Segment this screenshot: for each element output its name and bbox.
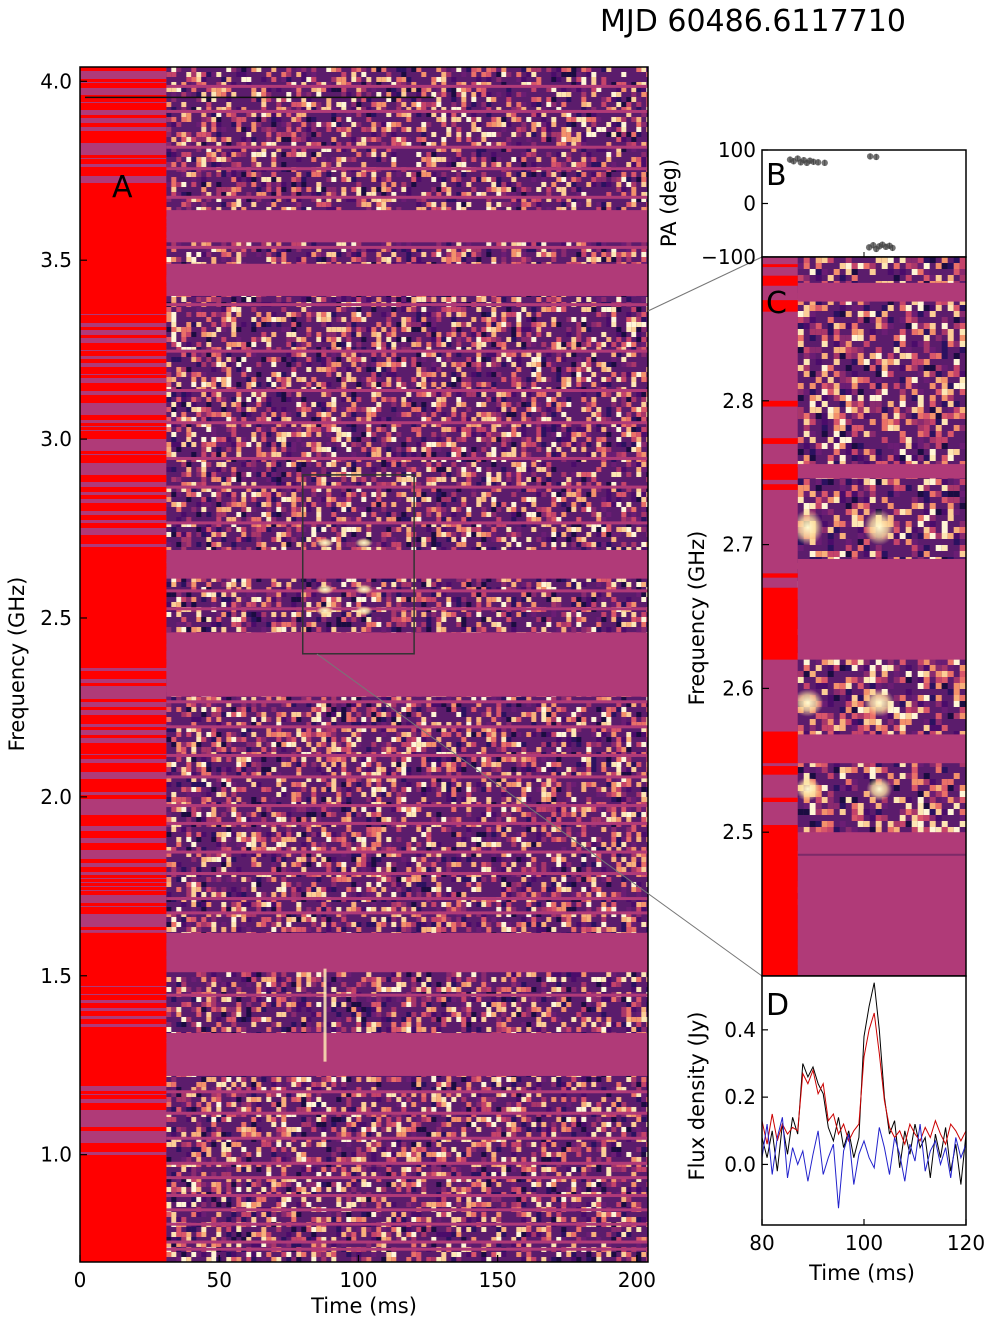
panel-b: 100 0 −100 B PA (deg) bbox=[657, 138, 967, 269]
panel-a-xtick: 150 bbox=[479, 1268, 517, 1292]
panel-a-ytick: 3.5 bbox=[40, 248, 72, 272]
panel-a-xtick: 100 bbox=[339, 1268, 377, 1292]
panel-d-axes: 0.0 0.2 0.4 80 100 120 bbox=[724, 1018, 985, 1255]
panel-a-ylabel: Frequency (GHz) bbox=[5, 577, 29, 752]
panel-a-ytick: 3.0 bbox=[40, 427, 72, 451]
panel-a-ytick: 2.0 bbox=[40, 785, 72, 809]
panel-a-label: A bbox=[112, 170, 133, 205]
masked-band bbox=[166, 263, 648, 296]
rfi-spike bbox=[323, 968, 327, 1062]
panel-a-ytick: 1.5 bbox=[40, 964, 72, 988]
pa-point bbox=[889, 244, 896, 252]
panel-d-xtick: 80 bbox=[749, 1231, 774, 1255]
zoom-burst-1 bbox=[866, 777, 893, 802]
panel-c-spectrogram bbox=[762, 257, 966, 976]
panel-b-ytick: 0 bbox=[743, 192, 756, 216]
zoom-connector-bottom bbox=[316, 653, 763, 977]
panel-d-ytick: 0.4 bbox=[724, 1018, 756, 1042]
burst-0 bbox=[316, 605, 335, 616]
zoom-burst-0 bbox=[792, 688, 824, 717]
panel-b-ytick: 100 bbox=[718, 138, 756, 162]
panel-c: 2.5 2.6 2.7 2.8 C Frequency (GHz) bbox=[685, 256, 967, 977]
pa-point bbox=[814, 159, 822, 166]
panel-a-xtick: 200 bbox=[618, 1268, 656, 1292]
panel-c-ytick: 2.7 bbox=[722, 533, 754, 557]
panel-a-xtick: 0 bbox=[74, 1268, 87, 1292]
panel-b-ytick: −100 bbox=[701, 245, 756, 269]
panel-d: 0.0 0.2 0.4 80 100 120 D Time (ms) Flux densi… bbox=[685, 975, 985, 1285]
panel-d-ylabel: Flux density (Jy) bbox=[685, 1011, 709, 1180]
masked-band bbox=[166, 932, 648, 973]
masked-band bbox=[166, 1033, 648, 1076]
zoom-connector-top bbox=[647, 256, 763, 312]
panel-b-label: B bbox=[766, 158, 787, 193]
figure-title: MJD 60486.6117710 bbox=[600, 4, 906, 39]
panel-c-ytick: 2.6 bbox=[722, 676, 754, 700]
panel-a-ytick: 4.0 bbox=[40, 69, 72, 93]
panel-a-xtick: 50 bbox=[206, 1268, 231, 1292]
panel-a-xlabel: Time (ms) bbox=[310, 1294, 417, 1318]
panel-d-xlabel: Time (ms) bbox=[808, 1261, 915, 1285]
burst-1 bbox=[355, 584, 373, 595]
panel-b-axes: 100 0 −100 bbox=[701, 138, 967, 269]
panel-c-ytick: 2.5 bbox=[722, 820, 754, 844]
zoom-burst-0 bbox=[794, 777, 821, 802]
panel-a-spectrogram bbox=[80, 67, 648, 1262]
panel-a-ytick: 1.0 bbox=[40, 1143, 72, 1167]
burst-0 bbox=[316, 584, 335, 595]
zoom-masked-band bbox=[797, 282, 966, 302]
masked-band bbox=[166, 632, 648, 697]
panel-d-xtick: 120 bbox=[947, 1231, 985, 1255]
masked-band bbox=[166, 550, 648, 579]
panel-d-ytick: 0.0 bbox=[724, 1152, 756, 1176]
pa-point bbox=[873, 153, 880, 161]
burst-1 bbox=[355, 605, 373, 616]
panel-c-ylabel: Frequency (GHz) bbox=[685, 531, 709, 706]
panel-a: 0 50 100 150 200 1.0 1.5 2.0 2.5 3.0 3.5 4.0 A Time… bbox=[5, 66, 656, 1318]
zoom-burst-0 bbox=[792, 509, 824, 546]
panel-a-frame bbox=[79, 66, 649, 1263]
panel-d-lines bbox=[762, 982, 966, 1209]
zoom-masked-band bbox=[797, 832, 966, 976]
panel-c-ytick: 2.8 bbox=[722, 389, 754, 413]
zoom-burst-1 bbox=[863, 688, 895, 717]
panel-c-label: C bbox=[766, 286, 787, 321]
burst-0 bbox=[316, 537, 335, 548]
panel-b-ylabel: PA (deg) bbox=[657, 159, 681, 247]
panel-d-ytick: 0.2 bbox=[724, 1085, 756, 1109]
panel-d-xtick: 100 bbox=[845, 1231, 883, 1255]
masked-band bbox=[166, 210, 648, 243]
flux-series-0 bbox=[762, 982, 966, 1185]
panel-b-points bbox=[786, 153, 896, 253]
pa-point bbox=[866, 153, 874, 160]
zoom-box bbox=[301, 474, 415, 655]
flux-series-1 bbox=[762, 1012, 966, 1146]
zoom-masked-band bbox=[797, 558, 966, 660]
panel-a-ytick: 2.5 bbox=[40, 606, 72, 630]
flux-series-2 bbox=[762, 1117, 966, 1209]
pa-point bbox=[821, 159, 828, 167]
zoom-masked-band bbox=[797, 464, 966, 479]
panel-d-label: D bbox=[766, 988, 789, 1023]
zoom-masked-band bbox=[797, 734, 966, 764]
panel-a-axes: 0 50 100 150 200 1.0 1.5 2.0 2.5 3.0 3.5 4.0 bbox=[40, 69, 656, 1292]
burst-1 bbox=[355, 537, 373, 548]
panel-c-axes: 2.5 2.6 2.7 2.8 bbox=[722, 389, 769, 844]
zoom-burst-1 bbox=[863, 509, 895, 546]
